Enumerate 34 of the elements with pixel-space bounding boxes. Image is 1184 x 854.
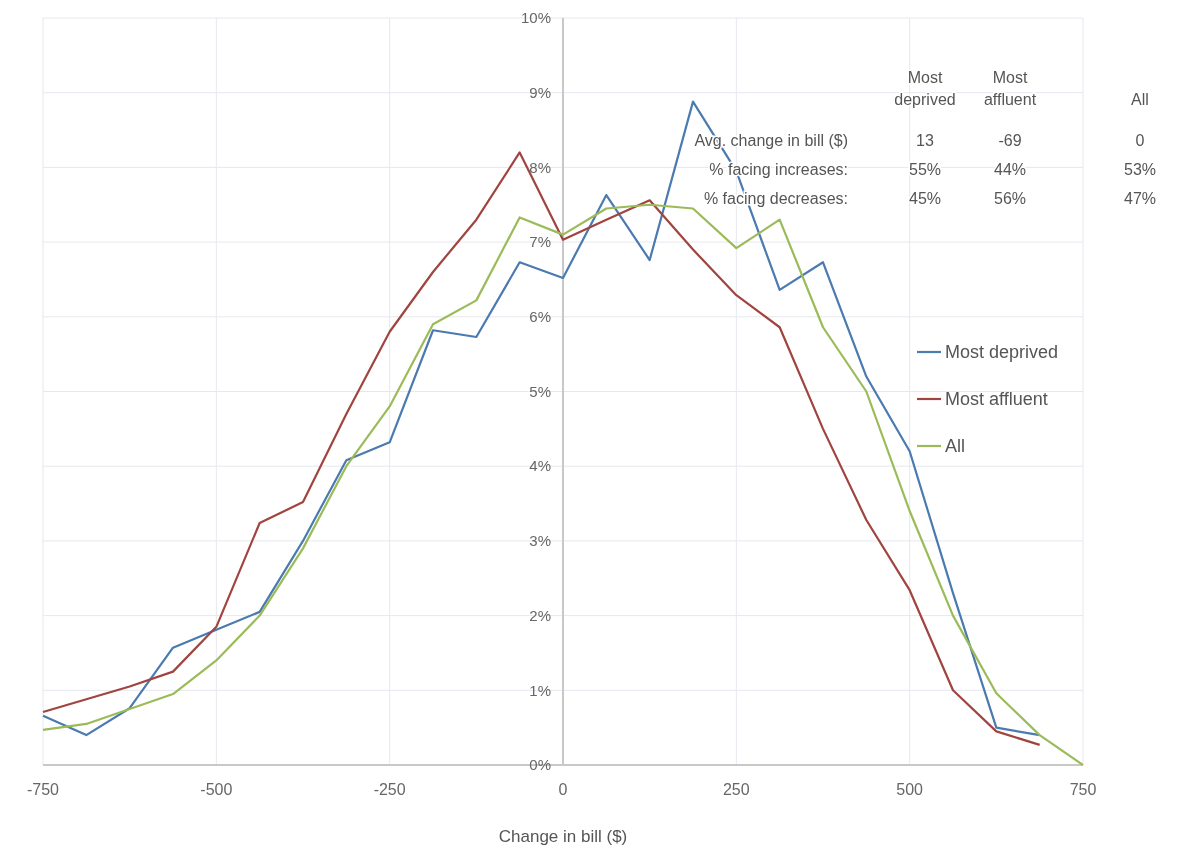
x-axis-title: Change in bill ($): [498, 827, 628, 846]
y-tick-label: 3%: [529, 532, 551, 550]
y-tick-label: 5%: [529, 382, 551, 400]
x-tick-label: 0: [558, 781, 568, 798]
y-tick-label: 6%: [529, 308, 551, 326]
text: 47%: [1123, 190, 1157, 207]
annotation: Most affluent: [983, 69, 1037, 108]
x-tick-label: -500: [200, 781, 233, 798]
y-tick-label: 1%: [529, 681, 551, 699]
x-tick-label: 750: [1069, 781, 1097, 798]
y-tick-label: 2%: [529, 606, 551, 624]
x-tick-label: -250: [373, 781, 406, 798]
y-tick-label: 7%: [529, 233, 551, 251]
y-tick-label: 4%: [529, 457, 551, 475]
x-tick-label: 500: [896, 781, 924, 798]
text: All: [1131, 91, 1149, 108]
x-tick-label: -750: [26, 781, 60, 798]
y-tick-label: 0%: [529, 756, 551, 774]
legend-label: Most affluent: [945, 389, 1048, 410]
annotation: 13: [916, 132, 934, 149]
annotation: -69: [998, 132, 1022, 149]
annotation: 55%: [908, 161, 942, 178]
y-tick-label: 9%: [529, 83, 551, 101]
annotation: Most deprived: [894, 69, 956, 108]
annotation: 44%: [993, 161, 1027, 178]
y-tick-label: 8%: [529, 158, 551, 176]
x-tick-label: 250: [722, 781, 750, 798]
annotation: 56%: [993, 190, 1027, 207]
text: 53%: [1123, 161, 1157, 178]
text: 0: [1135, 132, 1145, 149]
annotation: 45%: [908, 190, 942, 207]
legend-label: All: [945, 436, 966, 457]
y-tick-label: 10%: [520, 9, 551, 27]
legend-label: Most deprived: [945, 342, 1059, 363]
